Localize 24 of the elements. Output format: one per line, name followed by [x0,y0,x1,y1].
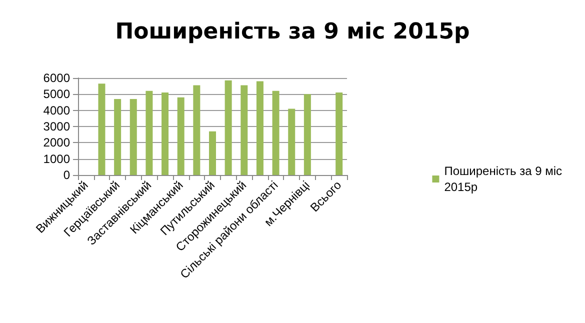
bar [288,108,296,175]
bar [162,92,169,175]
y-tick-label: 5000 [43,87,70,102]
bar [177,97,184,175]
bar [114,99,122,175]
bar [224,80,232,175]
bar [209,131,216,175]
y-tick-label: 1000 [43,152,70,166]
bar [98,84,106,175]
bar [240,85,248,175]
y-tick-label: 2000 [43,136,70,150]
bar [193,85,200,175]
bar [304,94,311,175]
chart-title: Поширеність за 9 міс 2015р [115,20,470,44]
bar [272,90,280,175]
bar [146,90,153,175]
bar [256,81,264,175]
y-tick-label: 6000 [43,71,70,85]
bar [336,92,343,175]
bar [130,99,137,175]
y-tick-label: 3000 [43,120,70,134]
y-tick-label: 0 [63,168,70,182]
legend-label: Поширеність за 9 міс 2015р [444,164,562,194]
y-tick-label: 4000 [43,103,70,118]
